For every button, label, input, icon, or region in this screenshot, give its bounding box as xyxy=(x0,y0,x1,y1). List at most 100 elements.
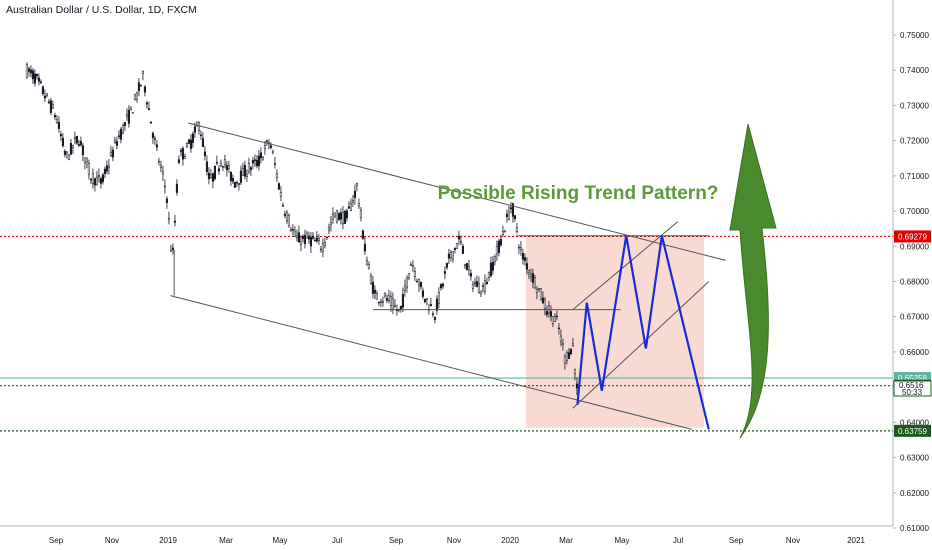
candle-body xyxy=(559,335,562,342)
y-tick-label: 0.62000 xyxy=(900,489,929,498)
candle-body xyxy=(357,203,360,207)
y-tick-label: 0.72000 xyxy=(900,137,929,146)
candle-body xyxy=(433,317,436,320)
candle-body xyxy=(567,352,570,359)
candle-body xyxy=(443,271,446,274)
candle-body xyxy=(341,212,344,225)
candle-body xyxy=(403,285,406,291)
candle-body xyxy=(101,174,104,182)
candle-body xyxy=(335,210,338,223)
candles xyxy=(25,62,578,395)
candle-body xyxy=(337,213,340,221)
candle-body xyxy=(61,137,64,147)
candle-body xyxy=(137,82,140,92)
trendline-5 xyxy=(572,221,679,311)
candle-body xyxy=(291,228,294,231)
candle-body xyxy=(103,168,106,174)
candle-body xyxy=(47,101,50,103)
current-price-badge xyxy=(893,380,932,397)
candle-body xyxy=(51,103,54,109)
candle-body xyxy=(461,245,464,254)
candle-body xyxy=(77,144,80,146)
candle-body xyxy=(211,173,214,182)
candle-body xyxy=(355,183,358,186)
candle-body xyxy=(505,213,508,218)
candle-body xyxy=(537,288,540,290)
candle-body xyxy=(281,205,284,207)
level-badge-3 xyxy=(894,424,931,437)
candle-body xyxy=(111,149,114,158)
candle-body xyxy=(305,232,308,239)
candle-body xyxy=(295,235,298,238)
candle-body xyxy=(233,181,236,188)
candle-body xyxy=(153,138,156,140)
candle-body xyxy=(277,183,280,190)
candle-body xyxy=(95,176,98,186)
candle-body xyxy=(49,100,52,113)
candle-body xyxy=(415,281,418,283)
x-tick-label: Nov xyxy=(105,536,119,545)
candle-body xyxy=(521,253,524,260)
candle-body xyxy=(423,298,426,303)
candle-body xyxy=(539,288,542,300)
x-tick-label: 2020 xyxy=(501,536,519,545)
candle-body xyxy=(351,200,354,203)
candle-body xyxy=(243,164,246,177)
level-badge-label: 0.65258 xyxy=(898,374,927,383)
y-tick-label: 0.71000 xyxy=(900,172,929,181)
trendline-6 xyxy=(572,281,710,409)
x-tick-label: May xyxy=(614,536,629,545)
candle-body xyxy=(547,305,550,314)
candle-body xyxy=(161,171,164,175)
trendline-0 xyxy=(188,122,726,261)
candle-body xyxy=(189,139,192,149)
candle-body xyxy=(29,69,32,74)
y-tick-label: 0.66000 xyxy=(900,348,929,357)
candle-body xyxy=(199,134,202,136)
candle-body xyxy=(301,235,304,239)
candle-body xyxy=(181,148,184,160)
candle-body xyxy=(125,114,128,117)
y-tick-label: 0.64000 xyxy=(900,418,929,427)
candle-body xyxy=(235,181,238,184)
candle-body xyxy=(97,175,100,177)
candle-body xyxy=(451,251,454,260)
candle-body xyxy=(27,68,30,72)
candle-body xyxy=(529,274,532,278)
y-tick-label: 0.68000 xyxy=(900,278,929,287)
y-tick-label: 0.74000 xyxy=(900,66,929,75)
candle-body xyxy=(381,301,384,303)
candle-body xyxy=(227,165,230,169)
candle-body xyxy=(411,265,414,267)
candle-body xyxy=(115,141,118,146)
candle-body xyxy=(499,238,502,246)
candle-body xyxy=(435,298,438,311)
candle-body xyxy=(67,154,70,160)
candle-body xyxy=(185,143,188,147)
candle-body xyxy=(459,241,462,243)
candle-body xyxy=(99,178,102,184)
candle-body xyxy=(447,253,450,259)
candle-body xyxy=(471,284,474,289)
x-tick-label: Jul xyxy=(673,536,683,545)
candle-body xyxy=(53,115,56,118)
candle-body xyxy=(313,239,316,242)
candle-body xyxy=(497,240,500,253)
candle-body xyxy=(509,207,512,210)
candle-body xyxy=(399,305,402,310)
candle-body xyxy=(117,135,120,137)
candle-body xyxy=(365,259,368,266)
x-tick-label: 2021 xyxy=(847,536,865,545)
candle-body xyxy=(307,235,310,240)
candle-body xyxy=(359,210,362,218)
candle-body xyxy=(65,151,68,154)
candle-body xyxy=(45,93,48,96)
candle-body xyxy=(135,92,138,100)
candle-body xyxy=(389,296,392,306)
candle-body xyxy=(293,230,296,237)
candle-body xyxy=(527,270,530,274)
candle-body xyxy=(205,161,208,172)
candle-body xyxy=(141,71,144,75)
candle-body xyxy=(173,220,176,223)
